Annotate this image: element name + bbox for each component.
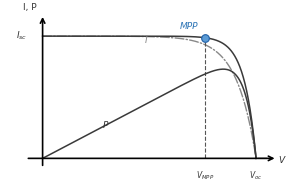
Text: $V_{oc}$: $V_{oc}$ (249, 169, 263, 182)
Text: $V_{MPP}$: $V_{MPP}$ (196, 169, 214, 182)
Text: $I_{sc}$: $I_{sc}$ (16, 30, 28, 42)
Text: MPP: MPP (180, 22, 198, 31)
Text: V: V (279, 156, 285, 165)
Text: P: P (102, 121, 108, 130)
Text: I, P: I, P (23, 3, 37, 12)
Text: I: I (145, 36, 148, 45)
